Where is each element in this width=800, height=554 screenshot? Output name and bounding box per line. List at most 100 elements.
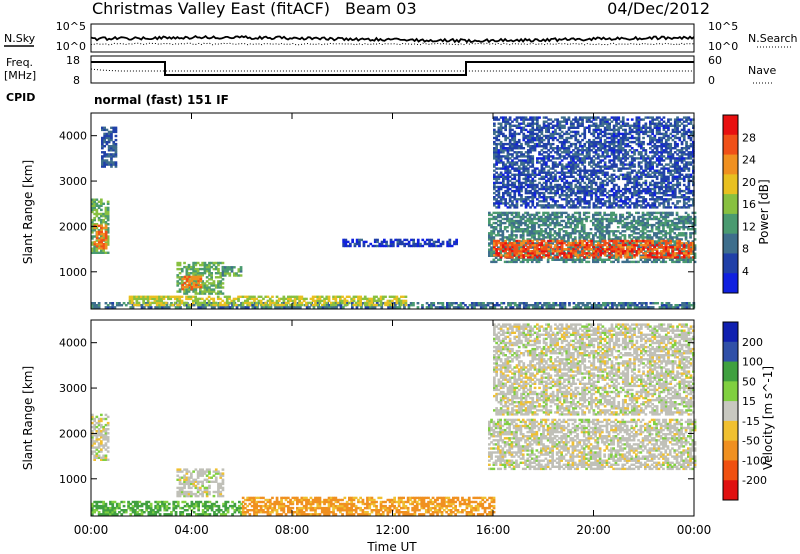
heatmap-cell xyxy=(583,198,587,201)
heatmap-cell xyxy=(526,250,530,253)
heatmap-cell xyxy=(512,221,516,225)
heatmap-cell xyxy=(520,250,523,253)
heatmap-cell xyxy=(585,232,588,235)
heatmap-cell xyxy=(640,243,643,247)
heatmap-cell xyxy=(506,179,510,183)
heatmap-cell xyxy=(101,138,104,142)
heatmap-cell xyxy=(588,163,591,166)
heatmap-cell xyxy=(201,282,204,285)
heatmap-cell xyxy=(689,236,692,239)
heatmap-cell xyxy=(512,234,516,237)
heatmap-cell xyxy=(508,211,511,215)
heatmap-cell xyxy=(662,252,666,255)
heatmap-cell xyxy=(114,149,118,152)
heatmap-cell xyxy=(502,126,505,129)
heatmap-cell xyxy=(232,303,236,307)
heatmap-cell xyxy=(506,248,510,251)
heatmap-cell xyxy=(671,219,674,223)
heatmap-cell xyxy=(506,185,510,189)
heatmap-cell xyxy=(105,136,109,140)
heatmap-cell xyxy=(524,179,528,183)
heatmap-cell xyxy=(212,303,216,307)
heatmap-cell xyxy=(538,151,541,154)
heatmap-cell xyxy=(201,284,204,287)
heatmap-cell xyxy=(524,189,528,193)
heatmap-cell xyxy=(104,206,108,210)
heatmap-cell xyxy=(594,213,597,217)
heatmap-cell xyxy=(554,128,557,132)
heatmap-cell xyxy=(673,223,677,227)
heatmap-cell xyxy=(665,302,669,305)
heatmap-cell xyxy=(217,267,220,271)
heatmap-cell xyxy=(582,250,586,253)
heatmap-cell xyxy=(389,238,393,242)
heatmap-cell xyxy=(513,151,517,154)
heatmap-cell xyxy=(520,163,523,166)
heatmap-cell xyxy=(671,238,674,241)
heatmap-cell xyxy=(555,244,559,247)
heatmap-cell xyxy=(194,270,198,273)
heatmap-cell xyxy=(409,304,413,307)
heatmap-cell xyxy=(100,208,103,212)
heatmap-cell xyxy=(653,223,656,227)
heatmap-cell xyxy=(563,173,566,176)
heatmap-cell xyxy=(91,200,94,203)
heatmap-cell xyxy=(521,238,525,241)
heatmap-cell xyxy=(586,304,589,307)
heatmap-cell xyxy=(506,243,510,247)
heatmap-cell xyxy=(101,161,104,164)
heatmap-cell xyxy=(515,234,518,237)
heatmap-cell xyxy=(567,136,571,140)
heatmap-cell xyxy=(693,223,697,227)
heatmap-cell xyxy=(681,306,684,309)
heatmap-cell xyxy=(504,250,507,253)
heatmap-cell xyxy=(610,252,613,255)
heatmap-cell xyxy=(510,223,514,227)
heatmap-cell xyxy=(494,228,498,231)
heatmap-cell xyxy=(105,159,109,162)
heatmap-cell xyxy=(578,153,582,156)
heatmap-cell xyxy=(284,297,288,301)
heatmap-cell xyxy=(583,248,587,251)
heatmap-cell xyxy=(545,124,548,127)
heatmap-cell xyxy=(194,282,198,285)
heatmap-cell xyxy=(205,290,209,293)
heatmap-cell xyxy=(594,122,598,125)
heatmap-cell xyxy=(373,238,377,242)
heatmap-cell xyxy=(508,165,512,168)
heatmap-cell xyxy=(513,136,517,140)
heatmap-cell xyxy=(608,306,612,309)
heatmap-cell xyxy=(560,120,564,123)
heatmap-cell xyxy=(192,272,195,275)
heatmap-cell xyxy=(573,228,577,231)
heatmap-cell xyxy=(508,171,512,174)
heatmap-cell xyxy=(506,151,510,154)
heatmap-cell xyxy=(517,243,521,247)
heatmap-cell xyxy=(492,232,496,235)
heatmap-cell xyxy=(199,288,202,291)
heatmap-cell xyxy=(576,196,580,199)
heatmap-cell xyxy=(104,214,108,218)
heatmap-cell xyxy=(682,221,686,225)
heatmap-cell xyxy=(581,118,584,121)
heatmap-cell xyxy=(605,258,609,261)
heatmap-cell xyxy=(655,250,659,253)
heatmap-cell xyxy=(660,239,663,243)
heatmap-cell xyxy=(578,116,582,119)
heatmap-cell xyxy=(583,185,587,189)
heatmap-cell xyxy=(513,191,517,195)
heatmap-cell xyxy=(578,256,582,259)
heatmap-cell xyxy=(556,145,559,148)
heatmap-cell xyxy=(300,301,304,305)
heatmap-cell xyxy=(520,256,523,259)
heatmap-cell xyxy=(107,134,111,138)
heatmap-cell xyxy=(667,241,670,245)
heatmap-cell xyxy=(536,204,539,207)
heatmap-cell xyxy=(497,122,501,125)
heatmap-cell xyxy=(683,304,687,307)
heatmap-cell xyxy=(359,297,362,301)
heatmap-cell xyxy=(133,303,136,307)
heatmap-cell xyxy=(248,297,252,301)
heatmap-cell xyxy=(607,238,611,241)
heatmap-cell xyxy=(526,258,530,261)
